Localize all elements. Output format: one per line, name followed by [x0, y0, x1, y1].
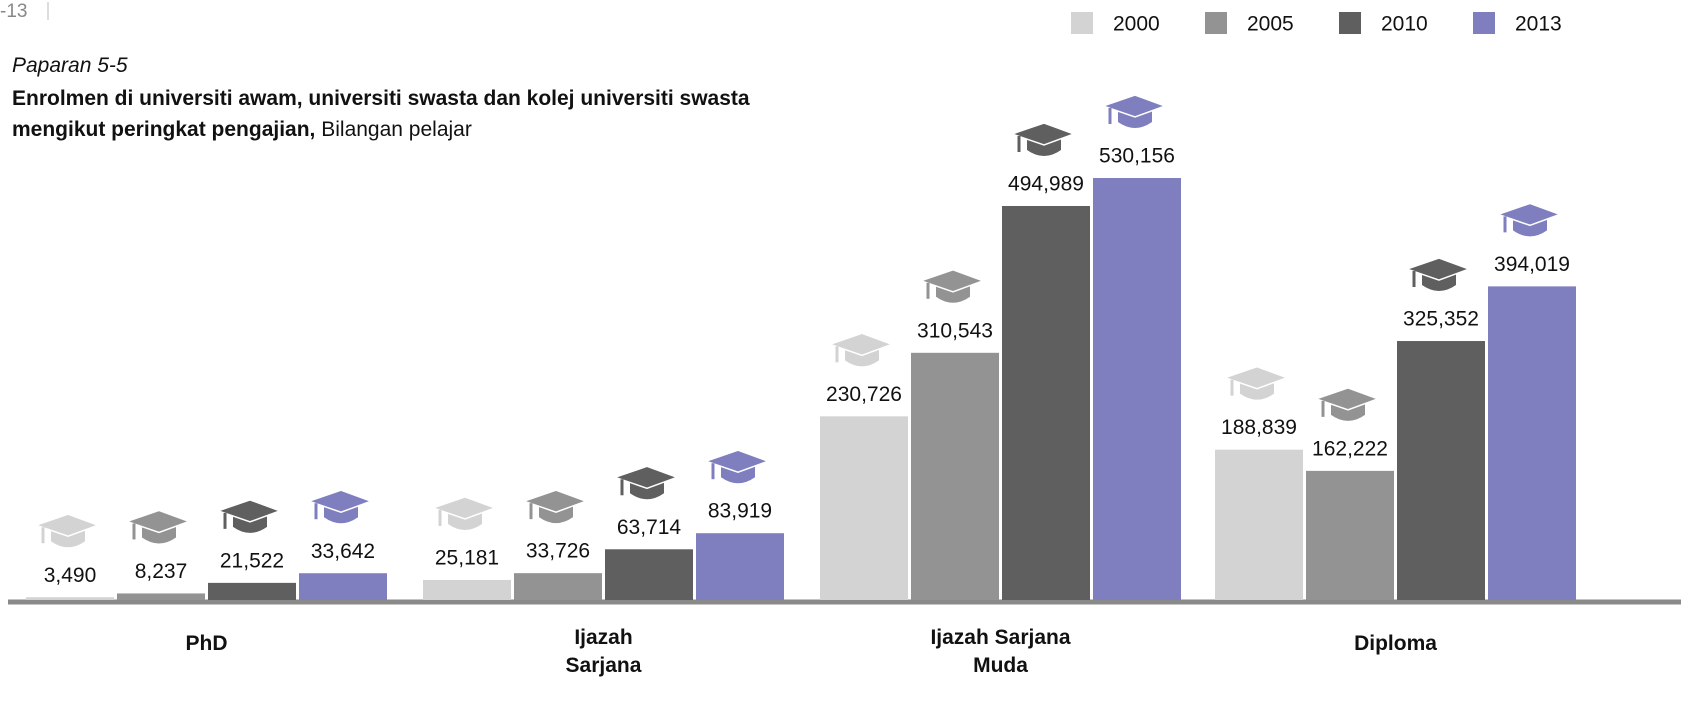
cap-board: [124, 509, 192, 534]
title-block: Enrolmen di universiti awam, universiti …: [12, 83, 812, 145]
value-label: 25,181: [435, 547, 499, 570]
bar: [117, 593, 205, 600]
bar: [1306, 470, 1394, 600]
bar: [696, 533, 784, 600]
grad-cap-icon: [124, 509, 192, 544]
cap-board: [1404, 257, 1472, 281]
category-label: Ijazah Sarjana: [565, 626, 642, 677]
value-label: 33,642: [311, 540, 375, 563]
cap-board: [215, 499, 283, 523]
bar: [1488, 286, 1576, 600]
grad-cap-icon: [33, 513, 101, 548]
cap-board: [430, 496, 498, 520]
cap-board: [918, 269, 986, 293]
legend-swatch: [1339, 12, 1361, 34]
grad-cap-icon: [1404, 257, 1472, 292]
bar: [1093, 178, 1181, 600]
cap-board: [1009, 122, 1077, 146]
value-label: 188,839: [1221, 416, 1297, 439]
value-label: 230,726: [826, 383, 902, 406]
cap-board: [306, 489, 374, 514]
bar: [820, 416, 908, 600]
value-label: 325,352: [1403, 308, 1479, 331]
value-label: 530,156: [1099, 145, 1175, 168]
legend-label: 2013: [1515, 13, 1562, 36]
value-label: 83,919: [708, 500, 772, 523]
chart-subtitle: Bilangan pelajar: [321, 118, 472, 141]
category-label: Diploma: [1354, 632, 1437, 655]
page-number: -13: [0, 1, 27, 22]
legend-swatch: [1473, 12, 1495, 34]
grad-cap-icon: [1100, 94, 1168, 128]
value-label: 8,237: [135, 560, 188, 583]
grad-cap-icon: [1222, 365, 1290, 400]
bar: [299, 573, 387, 600]
bar: [1215, 449, 1303, 600]
grad-cap-icon: [918, 269, 986, 303]
value-label: 394,019: [1494, 253, 1570, 276]
bar: [605, 549, 693, 600]
grad-cap-icon: [1313, 387, 1381, 421]
bar: [911, 352, 999, 600]
value-label: 310,543: [917, 319, 993, 342]
cap-board: [1222, 365, 1290, 390]
grad-cap-icon: [430, 496, 498, 530]
bar: [514, 573, 602, 600]
cap-board: [1313, 387, 1381, 411]
cap-board: [827, 332, 895, 357]
legend-label: 2000: [1113, 13, 1160, 36]
cap-board: [703, 449, 771, 473]
legend-swatch: [1205, 12, 1227, 34]
bar: [1002, 205, 1090, 600]
legend-label: 2010: [1381, 13, 1428, 36]
cap-board: [1100, 94, 1168, 118]
grad-cap-icon: [703, 449, 771, 484]
value-label: 494,989: [1008, 173, 1084, 196]
cap-board: [612, 465, 680, 490]
legend-label: 2005: [1247, 13, 1294, 36]
value-label: 33,726: [526, 540, 590, 563]
legend-swatch: [1071, 12, 1093, 34]
chart-title: Enrolmen di universiti awam, universiti …: [12, 87, 750, 141]
bar: [26, 597, 114, 600]
value-label: 63,714: [617, 516, 682, 539]
grad-cap-icon: [306, 489, 374, 524]
cap-board: [33, 513, 101, 538]
grad-cap-icon: [215, 499, 283, 533]
grad-cap-icon: [827, 332, 895, 367]
cap-board: [1495, 202, 1563, 227]
value-label: 21,522: [220, 549, 284, 572]
bar: [1397, 341, 1485, 600]
bar: [208, 582, 296, 600]
kicker: Paparan 5-5: [12, 54, 128, 77]
grad-cap-icon: [521, 489, 589, 524]
category-label: Ijazah Sarjana Muda: [930, 626, 1071, 677]
bar: [423, 579, 511, 600]
grad-cap-icon: [612, 465, 680, 500]
cap-board: [521, 489, 589, 513]
category-label: PhD: [185, 632, 228, 655]
value-label: 3,490: [44, 564, 97, 587]
grad-cap-icon: [1009, 122, 1077, 156]
grad-cap-icon: [1495, 202, 1563, 237]
value-label: 162,222: [1312, 437, 1388, 460]
